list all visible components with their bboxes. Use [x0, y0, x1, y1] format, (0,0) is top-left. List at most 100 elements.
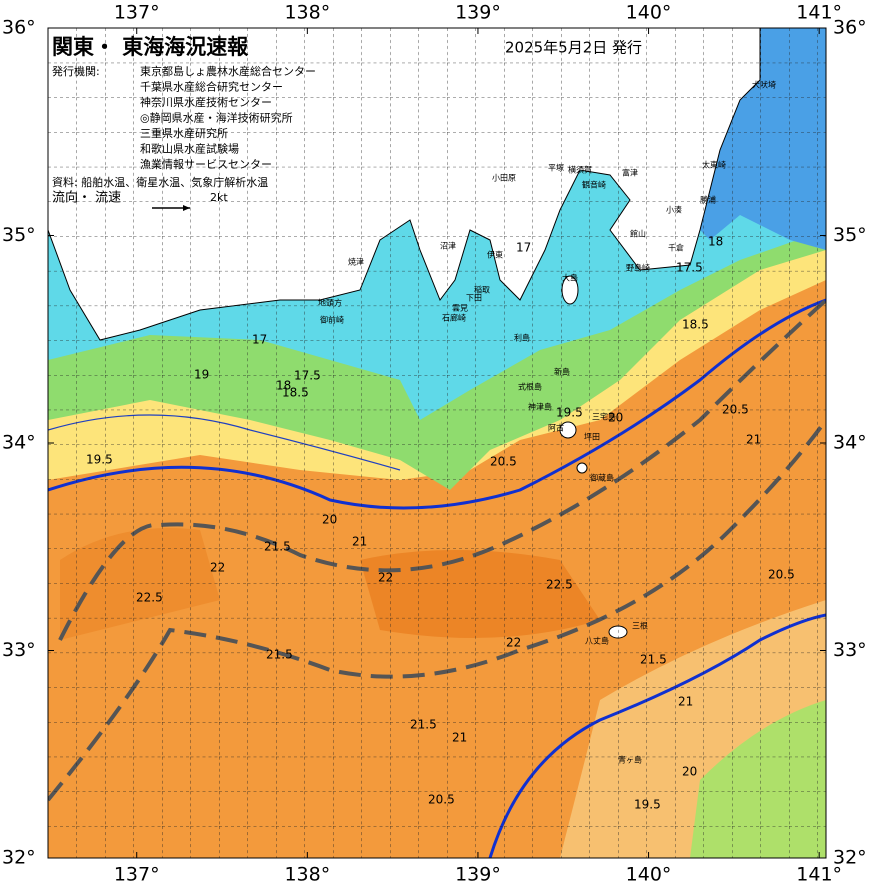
place-name: 御前崎	[320, 315, 344, 325]
place-name: 大島	[562, 273, 578, 283]
place-name: 阿古	[548, 423, 564, 433]
isotherm-label: 22	[378, 571, 393, 585]
place-name: 雲見	[452, 304, 468, 313]
header: 関東・ 東海海況速報 2025年5月2日 発行 発行機関: 資料: 船舶水温、衛…	[52, 35, 642, 206]
place-name: 三宅島	[592, 412, 616, 422]
place-name: 小田原	[492, 174, 516, 183]
place-name: 地頭方	[318, 298, 342, 308]
isotherm-label: 21	[746, 433, 761, 447]
isotherm-label: 22	[210, 561, 225, 575]
isotherm-label: 17	[516, 241, 531, 255]
place-name: 石廊崎	[442, 313, 466, 323]
place-name: 下田	[466, 294, 482, 303]
issue-date: 2025年5月2日 発行	[505, 39, 642, 57]
isotherm-label: 20.5	[428, 793, 455, 807]
x-tick-label: 139°	[455, 864, 501, 886]
y-tick-label: 33°	[2, 639, 36, 661]
x-tick-label: 137°	[114, 864, 160, 886]
place-name: 利島	[514, 333, 530, 343]
isotherm-label: 18	[276, 379, 291, 393]
place-name: 勝浦	[700, 195, 716, 205]
issuer: 神奈川県水産技術センター	[140, 95, 272, 109]
place-name: 犬吠埼	[752, 80, 776, 90]
issuer: 三重県水産研究所	[140, 126, 228, 140]
sea-surface-temperature	[48, 28, 826, 858]
isotherm-label: 17.5	[294, 369, 321, 383]
place-name: 千倉	[668, 243, 684, 253]
place-name: 焼津	[348, 257, 364, 267]
flow-scale: 2kt	[210, 191, 228, 204]
isotherm-label: 22	[506, 636, 521, 650]
isotherm-label: 20	[608, 411, 623, 425]
x-tick-label: 139°	[455, 2, 501, 24]
isotherm-label: 21.5	[264, 540, 291, 554]
place-name: 富津	[622, 168, 638, 178]
place-name: 式根島	[518, 382, 542, 392]
place-name: 八丈島	[585, 636, 609, 646]
issuer: 千葉県水産総合研究センター	[140, 80, 283, 94]
place-name: 青ヶ島	[618, 755, 642, 765]
place-name: 稲取	[474, 285, 490, 295]
x-tick-label: 141°	[796, 2, 842, 24]
issuer-label: 発行機関:	[52, 64, 100, 78]
place-name: 館山	[630, 229, 646, 239]
y-tick-label: 36°	[2, 17, 36, 39]
isotherm-label: 18	[708, 235, 723, 249]
x-tick-label: 138°	[284, 2, 330, 24]
flow-scale-arrowhead	[183, 205, 190, 211]
isotherm-label: 21.5	[266, 648, 293, 662]
y-tick-label: 36°	[833, 17, 867, 39]
flow-label: 流向・ 流速	[52, 190, 121, 206]
title: 関東・ 東海海況速報	[52, 35, 249, 59]
place-name: 伊東	[487, 250, 503, 260]
isotherm-label: 21	[678, 695, 693, 709]
isotherm-label: 20.5	[768, 568, 795, 582]
isotherm-label: 21	[452, 731, 467, 745]
place-name: 平塚	[548, 164, 564, 173]
issuer: 和歌山県水産試験場	[140, 142, 239, 156]
issuer: 東京都島しょ農林水産総合センター	[140, 64, 316, 78]
isotherm-label: 21.5	[410, 718, 437, 732]
issuer: ◎静岡県水産・海洋技術研究所	[140, 111, 293, 125]
sources: 資料: 船舶水温、衛星水温、気象庁解析水温	[52, 175, 268, 189]
y-tick-label: 34°	[2, 432, 36, 454]
isotherm-label: 17.5	[676, 261, 703, 275]
x-tick-label: 137°	[114, 2, 160, 24]
y-tick-label: 34°	[833, 432, 867, 454]
isotherm-label: 19.5	[634, 798, 661, 812]
place-name: 横須賀	[568, 165, 592, 175]
isotherm-label: 21	[352, 535, 367, 549]
x-tick-label: 140°	[626, 2, 672, 24]
isotherm-label: 17	[252, 333, 267, 347]
isotherm-label: 19	[194, 368, 209, 382]
isotherm-label: 20.5	[722, 403, 749, 417]
isotherm-label: 18.5	[682, 318, 709, 332]
isotherm-label: 22.5	[546, 578, 573, 592]
place-name: 沼津	[440, 241, 456, 251]
x-tick-label: 141°	[796, 864, 842, 886]
place-name: 坪田	[584, 433, 600, 442]
place-name: 御蔵島	[590, 473, 614, 483]
place-name: 小湊	[666, 205, 682, 215]
y-tick-label: 32°	[833, 847, 867, 869]
place-name: 新島	[554, 367, 570, 377]
x-tick-label: 140°	[626, 864, 672, 886]
isotherm-label: 20.5	[490, 455, 517, 469]
isotherm-label: 18.5	[282, 386, 309, 400]
isotherm-label: 20	[322, 513, 337, 527]
y-tick-label: 33°	[833, 639, 867, 661]
x-tick-label: 138°	[284, 864, 330, 886]
isotherm-label: 20	[682, 765, 697, 779]
place-name: 太東崎	[702, 160, 726, 170]
place-name: 神津島	[528, 402, 552, 412]
y-tick-label: 35°	[833, 224, 867, 246]
place-name: 野島崎	[626, 263, 650, 273]
isotherm-label: 21.5	[640, 653, 667, 667]
isotherm-label: 19.5	[556, 406, 583, 420]
y-tick-label: 35°	[2, 224, 36, 246]
place-name: 観音崎	[582, 180, 606, 190]
issuer: 漁業情報サービスセンター	[140, 157, 272, 171]
y-tick-label: 32°	[2, 847, 36, 869]
place-name: 三根	[632, 621, 648, 631]
